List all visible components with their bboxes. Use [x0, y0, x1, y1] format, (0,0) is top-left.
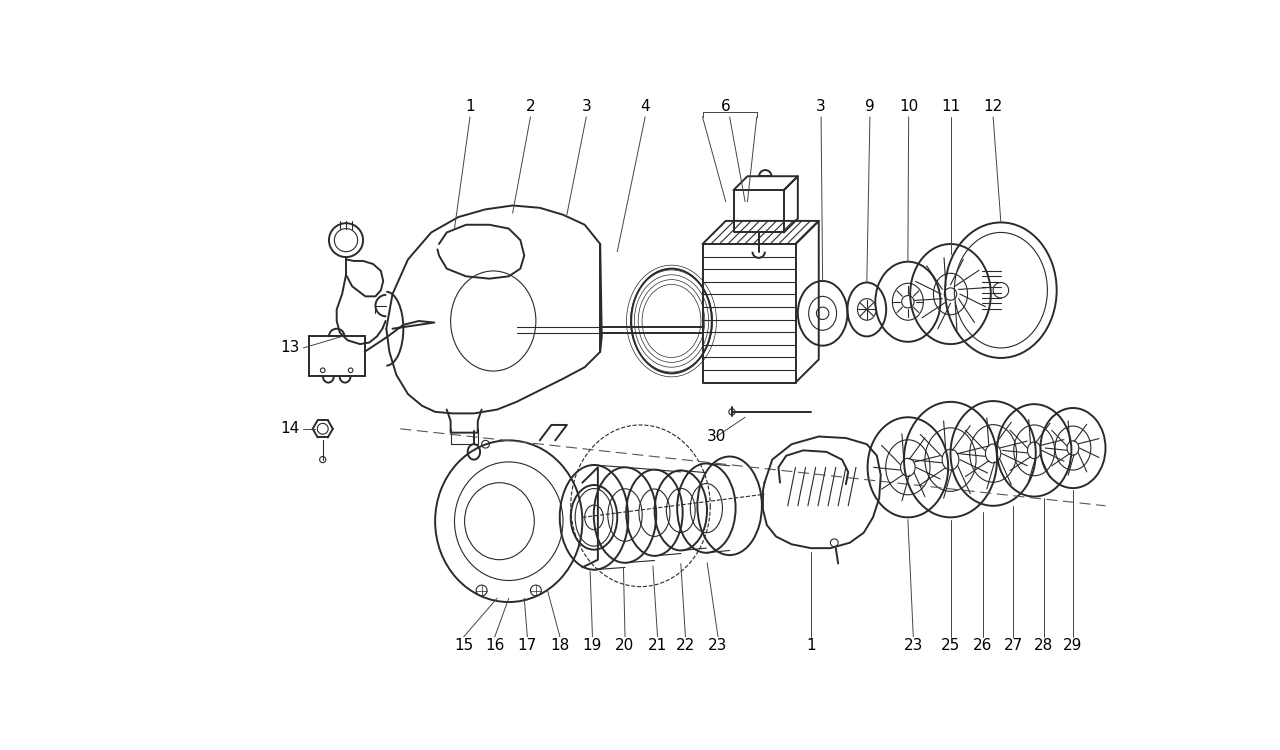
- Text: 23: 23: [708, 638, 728, 653]
- Text: 16: 16: [485, 638, 504, 653]
- Text: 13: 13: [280, 340, 300, 356]
- Text: 18: 18: [550, 638, 570, 653]
- Text: 12: 12: [983, 100, 1002, 115]
- Text: 11: 11: [941, 100, 960, 115]
- Text: 20: 20: [616, 638, 635, 653]
- Text: 23: 23: [904, 638, 923, 653]
- Text: 15: 15: [454, 638, 474, 653]
- Text: 2: 2: [526, 100, 535, 115]
- Text: 26: 26: [973, 638, 993, 653]
- Text: 10: 10: [899, 100, 918, 115]
- FancyBboxPatch shape: [308, 337, 365, 376]
- Text: 21: 21: [648, 638, 667, 653]
- Text: 1: 1: [806, 638, 815, 653]
- Text: 19: 19: [582, 638, 602, 653]
- Text: 4: 4: [640, 100, 650, 115]
- Text: 6: 6: [721, 100, 731, 115]
- Text: 30: 30: [707, 429, 726, 444]
- Text: 27: 27: [1004, 638, 1023, 653]
- Text: 3: 3: [581, 100, 591, 115]
- Text: 17: 17: [517, 638, 538, 653]
- Text: 29: 29: [1064, 638, 1083, 653]
- Text: 14: 14: [280, 422, 300, 436]
- Text: 3: 3: [817, 100, 826, 115]
- Text: 1: 1: [465, 100, 475, 115]
- Text: 28: 28: [1034, 638, 1053, 653]
- Text: 22: 22: [676, 638, 695, 653]
- Text: 9: 9: [865, 100, 874, 115]
- Text: 25: 25: [941, 638, 960, 653]
